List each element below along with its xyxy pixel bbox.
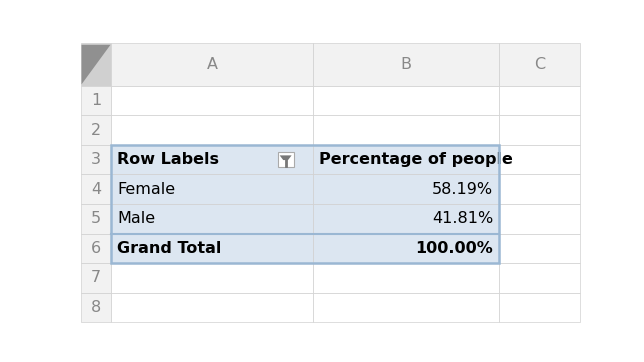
Text: B: B — [401, 57, 412, 72]
Text: Percentage of people: Percentage of people — [319, 152, 513, 167]
Bar — [80, 86, 111, 115]
Text: C: C — [534, 57, 545, 72]
Text: 100.00%: 100.00% — [415, 241, 493, 256]
Text: 7: 7 — [91, 270, 101, 285]
Bar — [80, 43, 111, 86]
Bar — [80, 204, 111, 233]
Bar — [80, 292, 111, 322]
Bar — [111, 115, 313, 145]
Text: 1: 1 — [91, 93, 101, 108]
Text: 3: 3 — [91, 152, 101, 167]
Text: 4: 4 — [91, 182, 101, 197]
Text: Grand Total: Grand Total — [117, 241, 222, 256]
Bar — [111, 233, 313, 263]
Bar — [499, 292, 580, 322]
Bar — [313, 115, 499, 145]
Bar — [80, 263, 111, 292]
Bar — [313, 145, 499, 174]
Bar — [111, 145, 499, 263]
Text: 6: 6 — [91, 241, 101, 256]
Bar — [499, 263, 580, 292]
Bar — [80, 145, 111, 174]
Bar — [80, 174, 111, 204]
Bar — [80, 115, 111, 145]
Bar — [111, 292, 313, 322]
Bar — [111, 43, 313, 86]
Text: Row Labels: Row Labels — [117, 152, 220, 167]
Text: A: A — [207, 57, 218, 72]
Bar — [111, 263, 313, 292]
Text: Male: Male — [117, 211, 156, 226]
Bar — [499, 204, 580, 233]
Bar — [499, 86, 580, 115]
Text: Female: Female — [117, 182, 176, 197]
Text: 5: 5 — [91, 211, 101, 226]
Text: 8: 8 — [91, 300, 101, 315]
Bar — [278, 152, 294, 168]
Bar — [313, 263, 499, 292]
Text: 2: 2 — [91, 123, 101, 138]
Bar — [313, 174, 499, 204]
Text: 41.81%: 41.81% — [432, 211, 493, 226]
Polygon shape — [279, 155, 292, 160]
Bar — [313, 43, 499, 86]
Bar — [111, 86, 313, 115]
Bar — [80, 233, 111, 263]
Bar — [111, 145, 313, 174]
Polygon shape — [82, 45, 111, 84]
Bar — [499, 233, 580, 263]
Text: 58.19%: 58.19% — [432, 182, 493, 197]
Bar — [111, 174, 313, 204]
Bar — [499, 115, 580, 145]
Bar — [499, 145, 580, 174]
Bar — [499, 43, 580, 86]
Bar — [313, 204, 499, 233]
Bar — [499, 174, 580, 204]
Bar — [313, 86, 499, 115]
Bar — [313, 292, 499, 322]
Bar — [111, 204, 313, 233]
Bar — [313, 233, 499, 263]
